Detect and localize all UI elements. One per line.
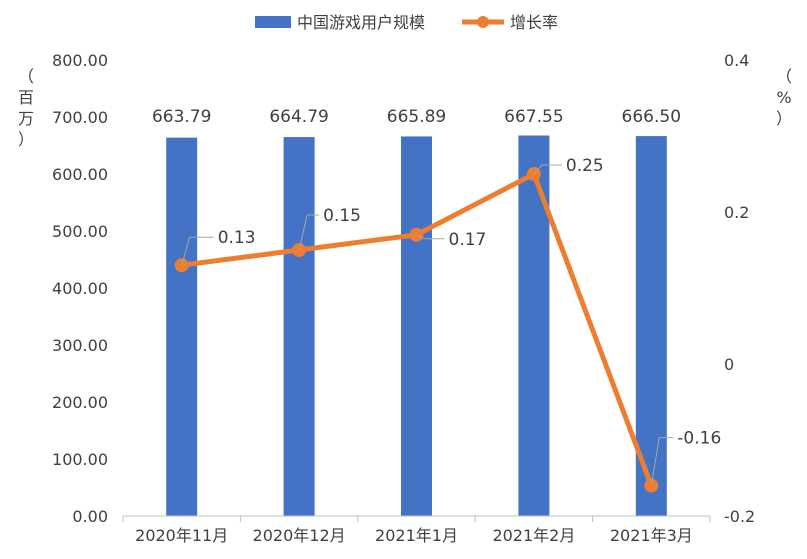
- legend-swatch-bar: [255, 16, 291, 28]
- x-tick-label: 2021年2月: [492, 526, 575, 545]
- bar-data-label: 665.89: [387, 107, 446, 127]
- x-tick-label: 2020年12月: [253, 526, 346, 545]
- line-label-leader: [416, 234, 445, 240]
- line-label-leader: [650, 437, 674, 486]
- line-label-leader: [533, 164, 562, 175]
- y-left-tick-label: 300.00: [52, 336, 108, 355]
- line-label-leader: [181, 236, 214, 266]
- legend-swatch-marker: [477, 16, 489, 28]
- y-right-tick-label: 0.2: [724, 203, 749, 222]
- bar-data-label: 663.79: [152, 107, 211, 127]
- y-left-tick-label: 800.00: [52, 51, 108, 70]
- bar: [283, 137, 315, 516]
- y-right-tick-label: 0.4: [724, 51, 749, 70]
- line-data-label: 0.25: [566, 156, 604, 176]
- y-left-tick-label: 0.00: [72, 507, 108, 526]
- line-label-leader: [298, 214, 320, 251]
- y-left-tick-label: 500.00: [52, 222, 108, 241]
- bar-data-label: 664.79: [269, 107, 328, 127]
- bar: [166, 137, 198, 516]
- line-data-label: 0.13: [218, 228, 256, 248]
- x-tick-label: 2020年11月: [135, 526, 228, 545]
- bar-data-label: 667.55: [504, 107, 563, 127]
- y-left-axis-title: （百万）: [18, 67, 34, 149]
- line-data-label: -0.16: [677, 429, 721, 449]
- y-right-axis-title: （%）: [776, 67, 792, 128]
- x-tick-label: 2021年1月: [375, 526, 458, 545]
- bar: [518, 135, 550, 516]
- y-left-tick-label: 200.00: [52, 393, 108, 412]
- x-tick-label: 2021年3月: [610, 526, 693, 545]
- y-left-tick-label: 400.00: [52, 279, 108, 298]
- bar-data-label: 666.50: [622, 107, 681, 127]
- y-right-tick-label: 0: [724, 355, 734, 374]
- line-data-label: 0.17: [449, 230, 487, 250]
- legend-label-bar: 中国游戏用户规模: [297, 13, 425, 32]
- legend-label-line: 增长率: [510, 13, 558, 32]
- line-data-label: 0.15: [323, 206, 361, 226]
- y-left-tick-label: 700.00: [52, 108, 108, 127]
- y-left-tick-label: 100.00: [52, 450, 108, 469]
- bar: [401, 136, 432, 517]
- y-right-tick-label: -0.2: [724, 507, 755, 526]
- y-left-tick-label: 600.00: [52, 165, 108, 184]
